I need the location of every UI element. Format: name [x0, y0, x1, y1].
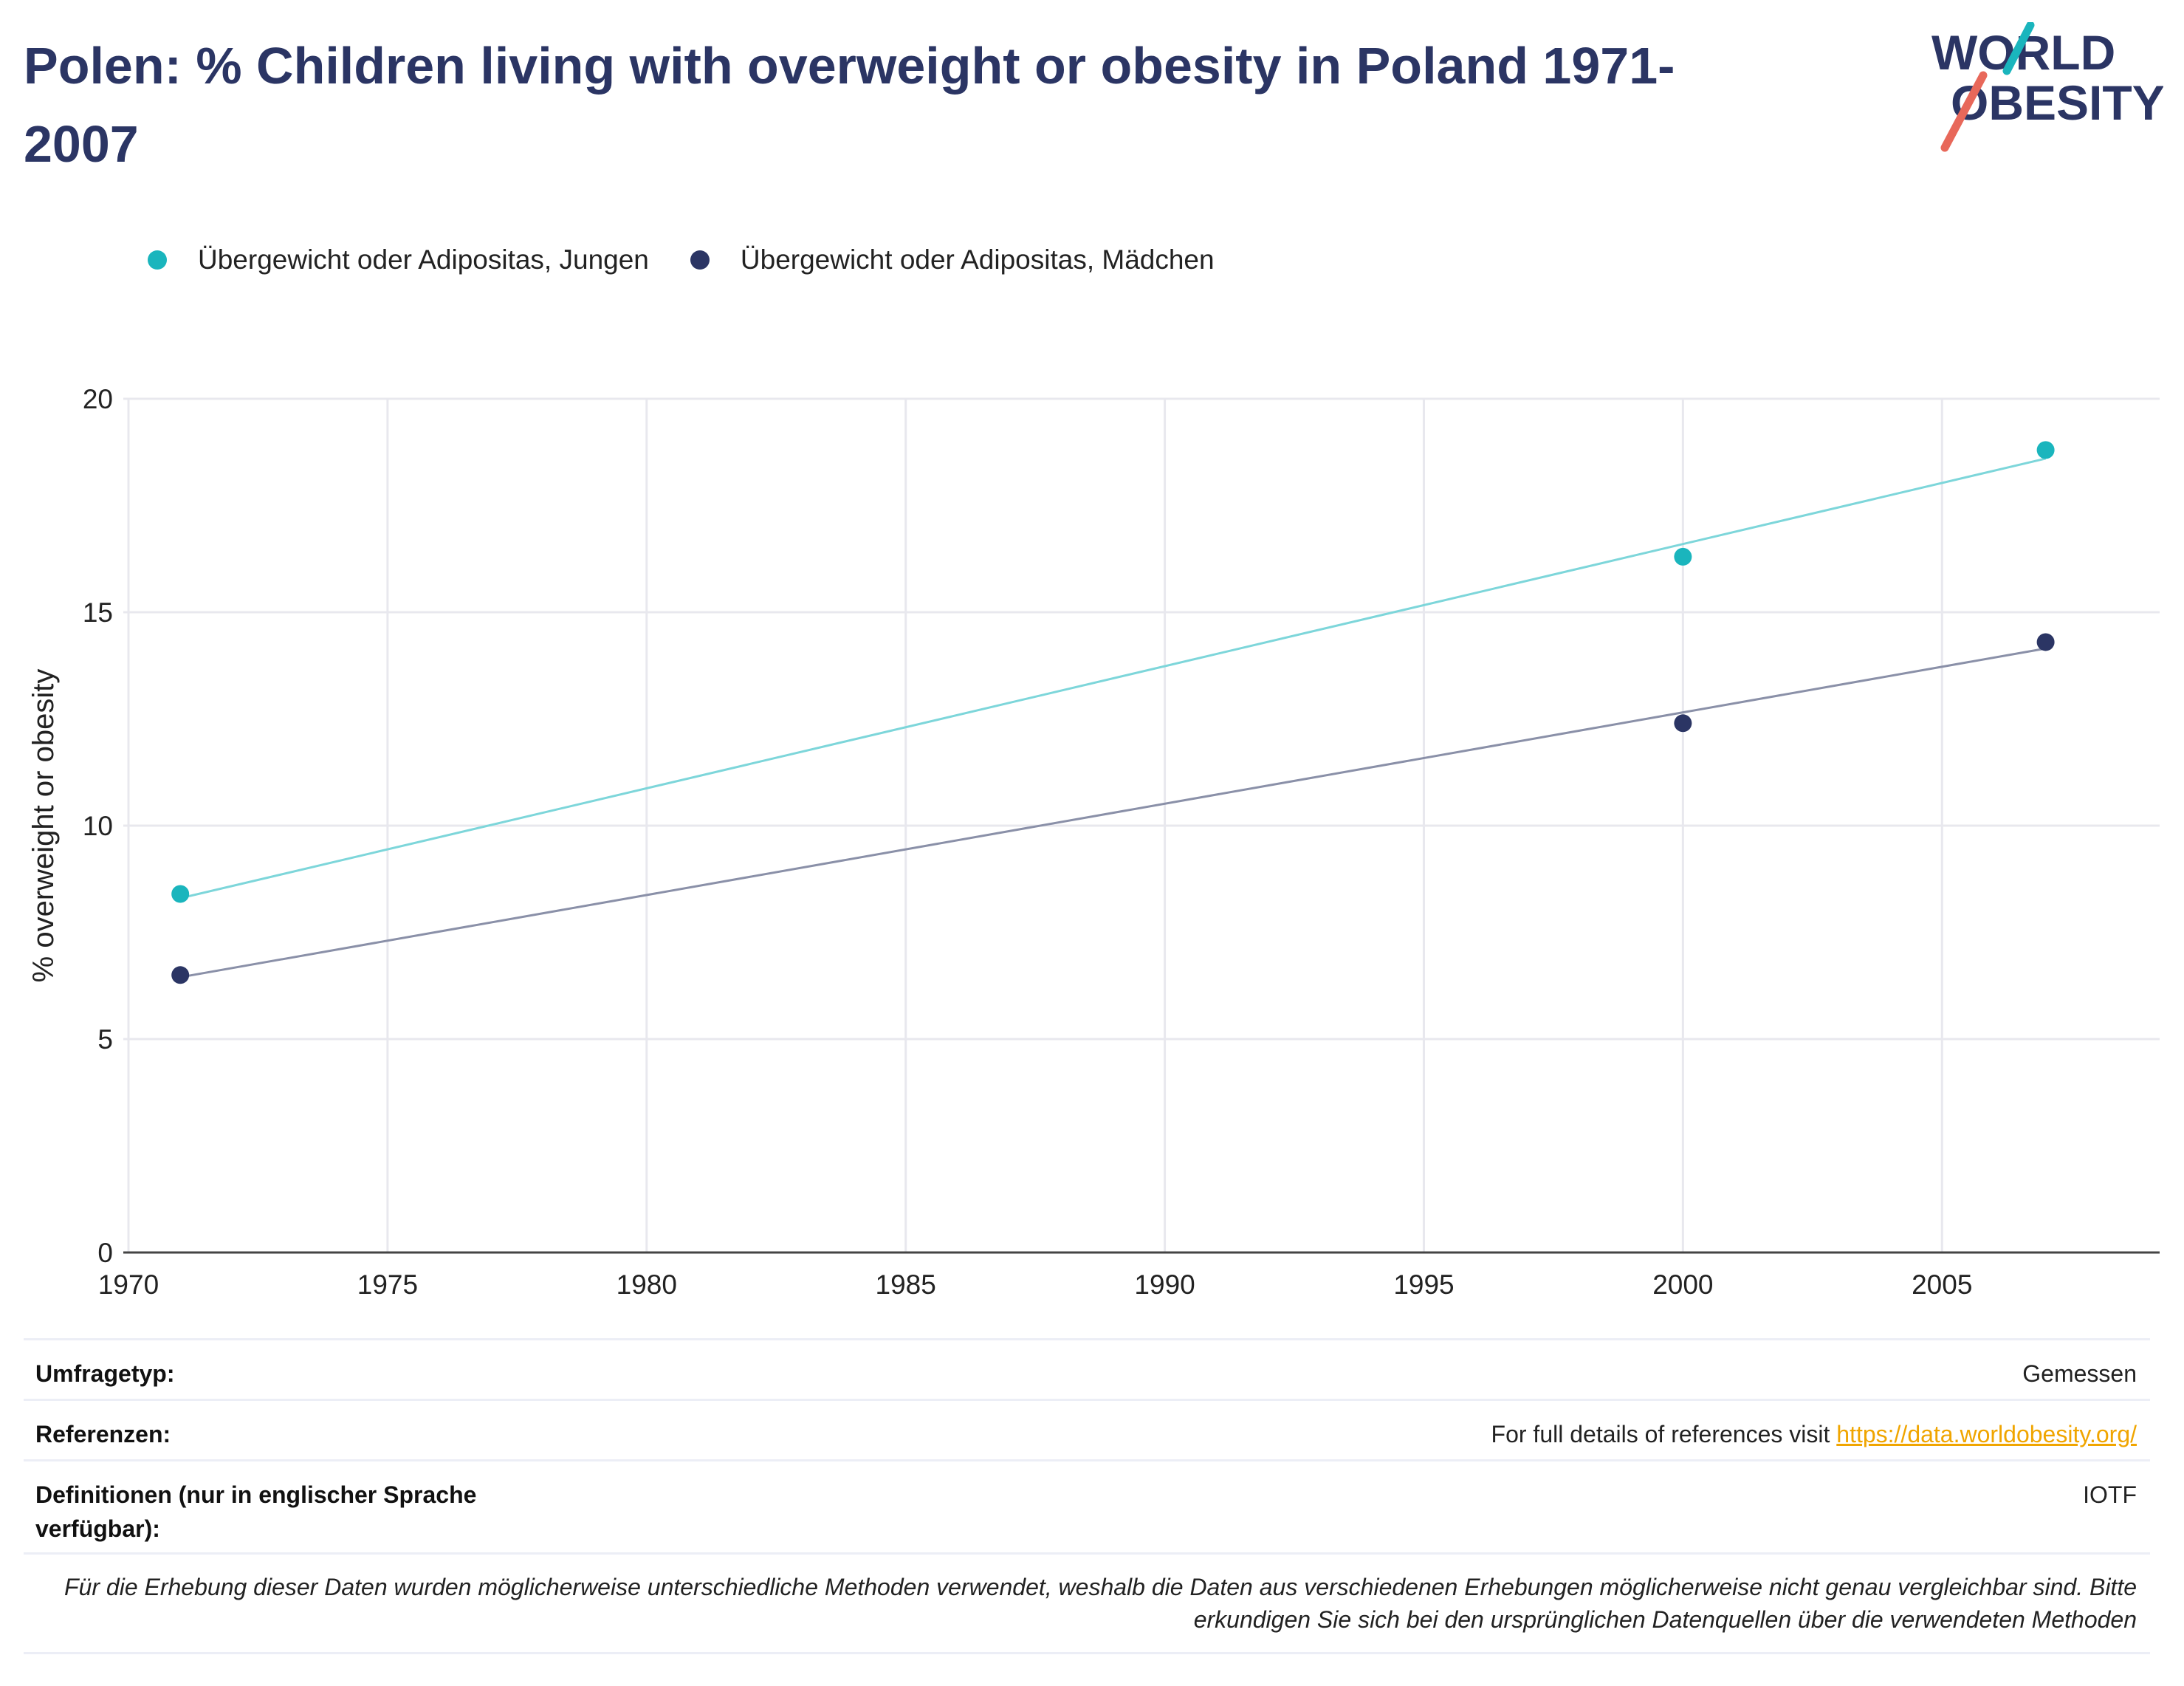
- logo-slash-teal: [2002, 22, 2035, 75]
- data-point-boys: [171, 885, 190, 903]
- references-text: For full details of references visit: [1491, 1421, 1837, 1447]
- references-link[interactable]: https://data.worldobesity.org/: [1836, 1421, 2137, 1447]
- meta-row-survey-type: Umfragetyp: Gemessen: [24, 1338, 2150, 1399]
- legend-item-boys[interactable]: Übergewicht oder Adipositas, Jungen: [148, 244, 649, 275]
- x-tick-label: 1970: [98, 1269, 159, 1300]
- legend-marker-girls: [690, 250, 710, 270]
- y-tick-label: 10: [83, 811, 113, 841]
- data-point-boys: [2036, 441, 2055, 459]
- meta-row-definitions: Definitionen (nur in englischer Sprache …: [24, 1459, 2150, 1552]
- x-tick-label: 1975: [357, 1269, 418, 1300]
- data-point-boys: [1674, 547, 1692, 566]
- data-point-girls: [1674, 714, 1692, 733]
- chart-title: Polen: % Children living with overweight…: [24, 37, 1675, 173]
- methodology-note: Für die Erhebung dieser Daten wurden mög…: [24, 1552, 2150, 1654]
- references-label: Referenzen:: [35, 1421, 171, 1447]
- world-obesity-logo: WORLD OBESITY: [1931, 22, 2163, 152]
- logo-slash-red: [1940, 71, 1988, 152]
- x-tick-label: 1990: [1134, 1269, 1195, 1300]
- data-point-girls: [171, 966, 190, 984]
- scatter-chart: 1970 1975 1980 1985 1990 1995 2000 2005 0 5 10 15 20…: [27, 384, 2160, 1300]
- y-axis-label: % overweight or obesity: [27, 669, 60, 983]
- meta-row-references: Referenzen: For full details of referenc…: [24, 1399, 2150, 1459]
- legend-marker-boys: [148, 250, 167, 270]
- x-tick-label: 2005: [1912, 1269, 1972, 1300]
- trendline-girls: [179, 647, 2046, 979]
- trendline-boys: [179, 457, 2046, 899]
- legend-label-boys: Übergewicht oder Adipositas, Jungen: [198, 244, 649, 275]
- x-tick-label: 1985: [876, 1269, 936, 1300]
- logo-word-obesity: OBESITY: [1951, 75, 2163, 130]
- x-tick-label: 2000: [1652, 1269, 1713, 1300]
- y-tick-label: 0: [97, 1238, 113, 1268]
- chart-legend: Übergewicht oder Adipositas, Jungen Über…: [148, 238, 1256, 282]
- y-tick-label: 5: [97, 1024, 113, 1055]
- survey-type-value: Gemessen: [2022, 1360, 2137, 1387]
- legend-label-girls: Übergewicht oder Adipositas, Mädchen: [740, 244, 1215, 275]
- definitions-value: IOTF: [2083, 1481, 2137, 1508]
- references-value: For full details of references visit htt…: [1491, 1417, 2137, 1451]
- x-tick-label: 1980: [617, 1269, 677, 1300]
- legend-item-girls[interactable]: Übergewicht oder Adipositas, Mädchen: [690, 244, 1215, 275]
- definitions-label: Definitionen (nur in englischer Sprache …: [35, 1481, 477, 1542]
- metadata-table: Umfragetyp: Gemessen Referenzen: For ful…: [24, 1338, 2150, 1654]
- survey-type-label: Umfragetyp:: [35, 1360, 175, 1387]
- x-tick-label: 1995: [1393, 1269, 1454, 1300]
- y-tick-label: 15: [83, 597, 113, 628]
- data-point-girls: [2036, 633, 2055, 651]
- y-tick-label: 20: [83, 384, 113, 414]
